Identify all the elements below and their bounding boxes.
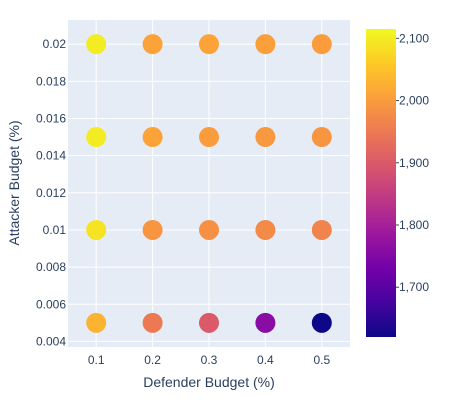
x-tick-labels: 0.1 0.2 0.3 0.4 0.5 bbox=[88, 353, 331, 367]
data-point bbox=[199, 34, 219, 55]
data-point bbox=[86, 127, 107, 148]
data-point bbox=[199, 312, 219, 333]
y-tick-label: 0.018 bbox=[36, 74, 66, 88]
data-point bbox=[255, 219, 276, 240]
data-point bbox=[142, 127, 163, 148]
colorbar bbox=[366, 29, 396, 337]
data-points bbox=[86, 34, 332, 333]
y-axis-title: Attacker Budget (%) bbox=[6, 120, 22, 245]
data-point bbox=[86, 312, 107, 333]
data-point bbox=[255, 312, 276, 333]
data-point bbox=[142, 312, 163, 333]
data-point bbox=[142, 34, 163, 55]
data-point bbox=[199, 219, 219, 240]
colorbar-tick-label: 1,700 bbox=[399, 280, 429, 294]
data-point bbox=[311, 127, 332, 148]
data-point bbox=[86, 34, 107, 55]
data-point bbox=[255, 127, 276, 148]
colorbar-tick-label: 1,900 bbox=[399, 156, 429, 170]
data-point bbox=[255, 34, 276, 55]
y-tick-label: 0.004 bbox=[36, 334, 66, 348]
colorbar-tick-label: 2,100 bbox=[399, 31, 429, 45]
x-tick-label: 0.4 bbox=[257, 353, 274, 367]
data-point bbox=[311, 312, 332, 333]
y-tick-label: 0.01 bbox=[43, 223, 67, 237]
data-point bbox=[142, 219, 163, 240]
y-tick-labels: 0.004 0.006 0.008 0.01 0.012 0.014 0.016 0.018 0… bbox=[36, 37, 66, 348]
data-point bbox=[86, 219, 107, 240]
colorbar-tick-label: 2,000 bbox=[399, 94, 429, 108]
x-tick-label: 0.2 bbox=[144, 353, 161, 367]
x-tick-label: 0.5 bbox=[313, 353, 330, 367]
x-tick-label: 0.1 bbox=[88, 353, 105, 367]
y-tick-label: 0.02 bbox=[43, 37, 67, 51]
y-tick-label: 0.016 bbox=[36, 111, 66, 125]
y-tick-label: 0.012 bbox=[36, 186, 66, 200]
y-tick-label: 0.014 bbox=[36, 149, 66, 163]
y-tick-label: 0.006 bbox=[36, 297, 66, 311]
y-tick-label: 0.008 bbox=[36, 260, 66, 274]
x-axis-title: Defender Budget (%) bbox=[143, 374, 275, 390]
colorbar-tick-labels: 1,700 1,800 1,900 2,000 2,100 bbox=[396, 31, 429, 294]
data-point bbox=[311, 34, 332, 55]
x-tick-label: 0.3 bbox=[201, 353, 218, 367]
colorbar-tick-label: 1,800 bbox=[399, 218, 429, 232]
data-point bbox=[311, 219, 332, 240]
data-point bbox=[199, 127, 219, 148]
